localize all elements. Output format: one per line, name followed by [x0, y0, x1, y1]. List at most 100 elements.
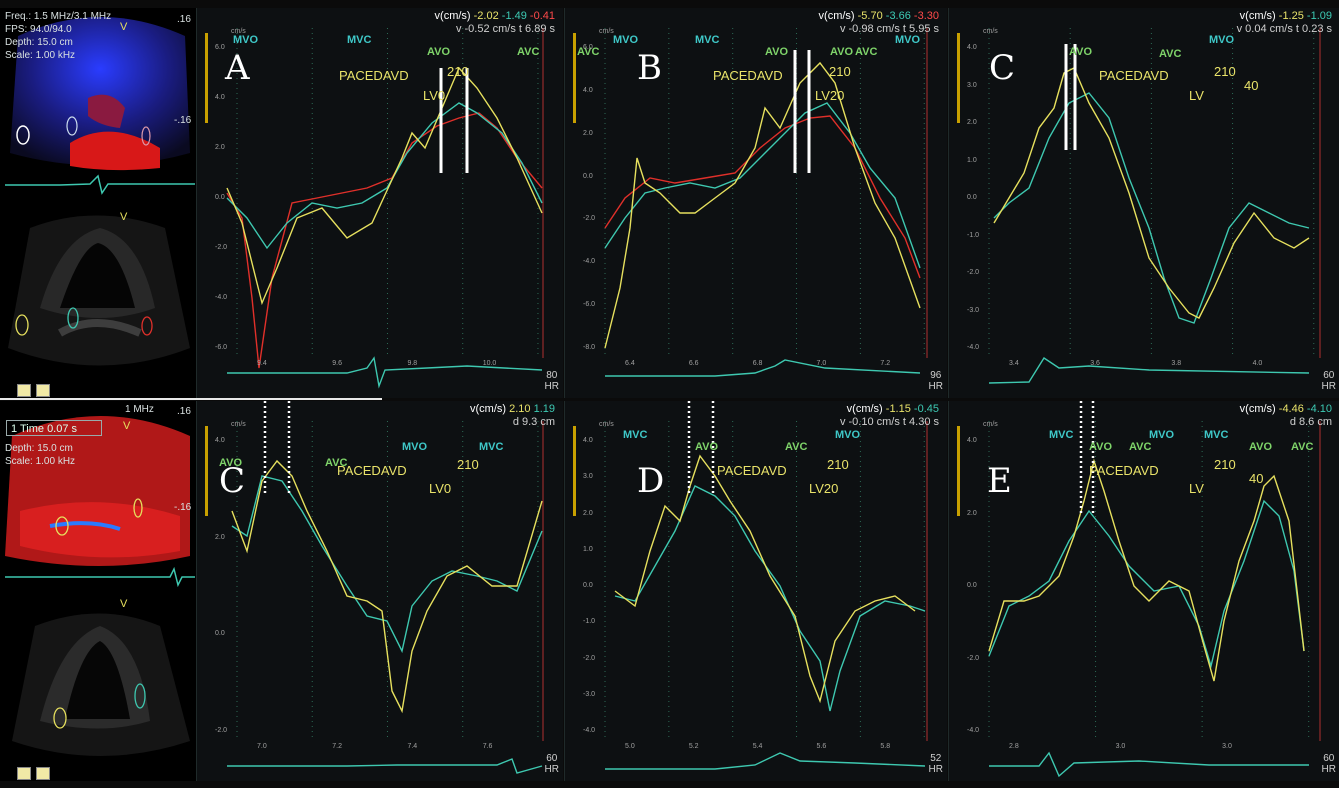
- av-delay: 210: [457, 457, 479, 472]
- y-tick-label: 0.0: [967, 194, 977, 201]
- heart-rate: 60 HR: [1322, 370, 1336, 392]
- scanner-depth: Depth: 15.0 cm: [5, 37, 73, 48]
- x-tick-label: 10.0: [482, 360, 497, 367]
- y-tick-label: -2.0: [583, 215, 596, 223]
- x-tick-label: 3.8: [1171, 360, 1182, 367]
- panel-label: E: [987, 461, 1012, 501]
- y-tick-label: -6.0: [583, 301, 596, 309]
- section-divider: [0, 398, 382, 400]
- pacing-mode: PACEDAVD: [337, 463, 407, 478]
- x-tick-label: 6.6: [688, 360, 699, 367]
- y-tick-label: -6.0: [215, 344, 228, 351]
- ecg-trace: [227, 356, 543, 389]
- y-tick-label: -4.0: [967, 344, 980, 351]
- heart-rate-value: 96: [930, 370, 942, 381]
- lv-setting: LV0: [429, 481, 452, 496]
- x-tick-label: 7.0: [816, 360, 827, 367]
- cardiac-event-label: AVO: [830, 46, 854, 58]
- y-tick-label: -3.0: [583, 690, 596, 698]
- cursor-readout: v -0.10 cm/s t 4.30 s: [839, 416, 939, 428]
- x-tick-label: 3.0: [1222, 743, 1232, 750]
- cardiac-event-label: AVO: [1249, 441, 1273, 453]
- x-tick-label: 9.6: [332, 360, 342, 367]
- velocity-readout: v(cm/s) -1.15 -0.45: [846, 403, 939, 415]
- velocity-trace-plot: [957, 401, 1321, 778]
- lv-setting: LV20: [809, 481, 839, 496]
- x-tick-label: 7.0: [257, 743, 267, 750]
- x-tick-label: 3.6: [1090, 360, 1100, 367]
- scanner-scale-bottom: Scale: 1.00 kHz: [5, 456, 76, 467]
- edit-icon[interactable]: [17, 767, 31, 780]
- cardiac-event-label: AVO: [219, 457, 243, 469]
- unit-label: cm/s: [983, 421, 998, 428]
- y-tick-label: -1.0: [967, 231, 980, 239]
- ecg-trace: [227, 758, 543, 774]
- scanner-depth-bottom: Depth: 15.0 cm: [5, 443, 73, 454]
- svg-text:V: V: [120, 211, 128, 223]
- heart-rate-unit: HR: [1321, 381, 1336, 392]
- x-tick-label: 7.2: [332, 743, 342, 750]
- loop-icon[interactable]: [36, 767, 50, 780]
- y-tick-label: 0.0: [583, 582, 593, 589]
- x-tick-label: 5.4: [752, 743, 763, 750]
- y-tick-label: -2.0: [583, 654, 596, 662]
- heart-rate-unit: HR: [544, 381, 559, 392]
- ecg-trace: [989, 751, 1309, 778]
- svg-text:V: V: [120, 598, 128, 610]
- color-bar: [205, 33, 208, 123]
- av-delay: 210: [1214, 457, 1236, 472]
- cursor-readout: v -0.98 cm/s t 5.95 s: [839, 23, 939, 35]
- x-tick-label: 5.2: [688, 743, 699, 750]
- x-tick-label: 3.0: [1115, 743, 1126, 750]
- x-tick-label: 7.6: [482, 743, 493, 750]
- panel-label: D: [637, 461, 665, 501]
- cardiac-event-label: MVO: [233, 34, 259, 46]
- cardiac-event-label: AVO: [427, 46, 451, 58]
- velocity-trace-teal: [226, 102, 543, 250]
- x-tick-label: 9.4: [257, 360, 267, 367]
- heart-rate: 60 HR: [545, 753, 559, 775]
- velocity-trace-plot: [205, 401, 544, 774]
- edit-icon[interactable]: [17, 384, 31, 397]
- color-bar: [957, 426, 960, 516]
- lv-setting: LV: [1189, 481, 1204, 496]
- x-tick-label: 3.4: [1009, 360, 1019, 367]
- heart-rate-unit: HR: [1321, 764, 1336, 775]
- velocity-trace-teal: [604, 102, 921, 269]
- velocity-readout: v(cm/s) -5.70 -3.66 -3.30: [818, 10, 939, 22]
- unit-label: cm/s: [983, 28, 998, 35]
- color-bar: [205, 426, 208, 516]
- color-bar: [573, 426, 576, 516]
- cardiac-event-label: AVC: [785, 441, 808, 453]
- y-tick-label: 4.0: [215, 437, 225, 444]
- x-tick-label: 6.8: [752, 360, 763, 367]
- cardiac-event-label: MVO: [895, 34, 921, 46]
- y-tick-label: 3.0: [967, 81, 977, 89]
- heart-rate-value: 80: [546, 370, 558, 381]
- cardiac-event-label: AVC: [1159, 48, 1182, 60]
- heart-rate-value: 52: [930, 753, 942, 764]
- cardiac-event-label: AVC: [1129, 441, 1152, 453]
- y-tick-label: 0.0: [215, 194, 225, 201]
- y-tick-label: 2.0: [215, 533, 225, 541]
- y-tick-label: 6.0: [583, 44, 593, 51]
- lv-setting: LV0: [423, 88, 446, 103]
- velocity-trace-red: [604, 115, 921, 279]
- cardiac-event-label: AVO: [695, 441, 719, 453]
- loop-icon[interactable]: [36, 384, 50, 397]
- cardiac-event-label: AVC: [855, 46, 878, 58]
- color-bar: [573, 33, 576, 123]
- cardiac-event-label: MVO: [402, 441, 428, 453]
- y-tick-label: 4.0: [967, 44, 977, 51]
- heart-rate: 52 HR: [929, 753, 943, 775]
- cardiac-event-label: MVO: [1149, 429, 1175, 441]
- y-tick-label: 2.0: [583, 129, 593, 137]
- y-tick-label: 4.0: [215, 94, 225, 101]
- av-delay: 210: [827, 457, 849, 472]
- pacing-mode: PACEDAVD: [1089, 463, 1159, 478]
- ecg-trace: [605, 752, 926, 770]
- y-tick-label: -1.0: [583, 618, 596, 626]
